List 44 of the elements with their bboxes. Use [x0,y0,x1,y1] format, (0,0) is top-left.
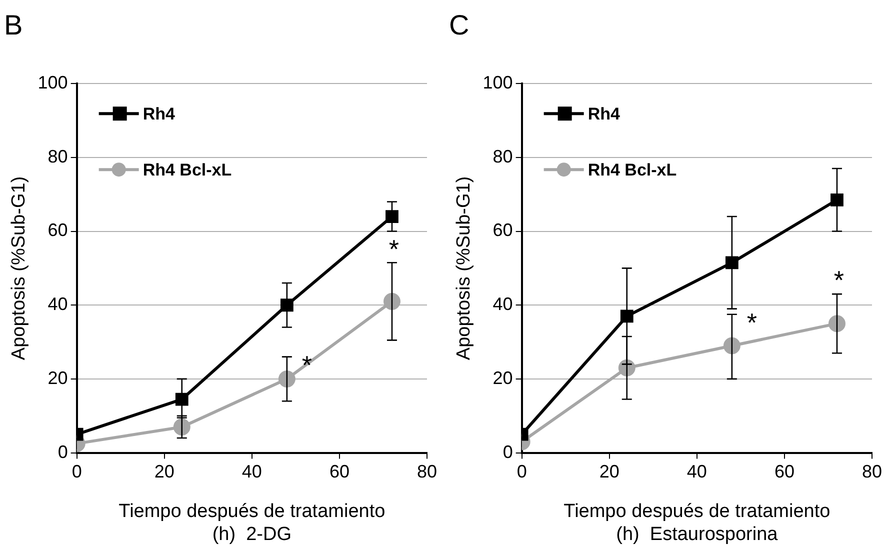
point [386,210,398,223]
legend-label: Rh4 [142,104,176,124]
x-tick-label: 0 [516,462,527,482]
y-axis-title: Apoptosis (%Sub-G1) [8,176,30,360]
x-tick-label: 60 [329,462,350,482]
y-tick-label: 60 [492,220,513,240]
y-tick-label: 20 [492,368,513,388]
point [280,298,294,312]
point [725,256,738,270]
x-tick-label: 80 [862,462,882,482]
y-tick-label: 100 [38,72,68,93]
y-tick-label: 40 [492,294,513,314]
x-tick-label: 40 [686,462,707,482]
x-tick-label: 60 [774,462,794,482]
y-tick-label: 60 [48,220,68,240]
point [383,292,400,310]
legend-label: Rh4 Bcl-xL [142,160,232,180]
y-tick-label: 20 [48,368,68,388]
x-axis-title: Tiempo después de tratamiento (h) Estaurosporina [564,501,830,545]
chart-title: B [4,10,23,41]
y-tick-label: 0 [58,442,68,462]
y-axis-title: Apoptosis (%Sub-G1) [454,176,475,360]
point [830,193,844,206]
y-tick-label: 80 [48,146,68,166]
y-tick-label: 0 [502,442,513,462]
annotation: * [388,234,400,264]
chart-title: C [449,10,470,41]
y-tick-label: 80 [492,146,513,166]
x-tick-label: 0 [72,462,82,482]
point [723,337,740,354]
x-tick-label: 80 [416,462,438,482]
annotation: * [302,350,312,380]
annotation: * [746,308,757,338]
point [828,315,846,332]
annotation: * [834,265,844,296]
legend-label: Rh4 [588,104,620,124]
x-tick-label: 20 [599,462,620,482]
legend-label: Rh4 Bcl-xL [588,160,677,180]
point [278,370,296,388]
x-axis-title: Tiempo después de tratamiento (h) 2-DG [118,501,386,545]
y-tick-label: 40 [48,294,68,314]
x-tick-label: 40 [242,462,262,482]
x-tick-label: 20 [154,462,174,482]
y-tick-label: 100 [482,72,513,93]
